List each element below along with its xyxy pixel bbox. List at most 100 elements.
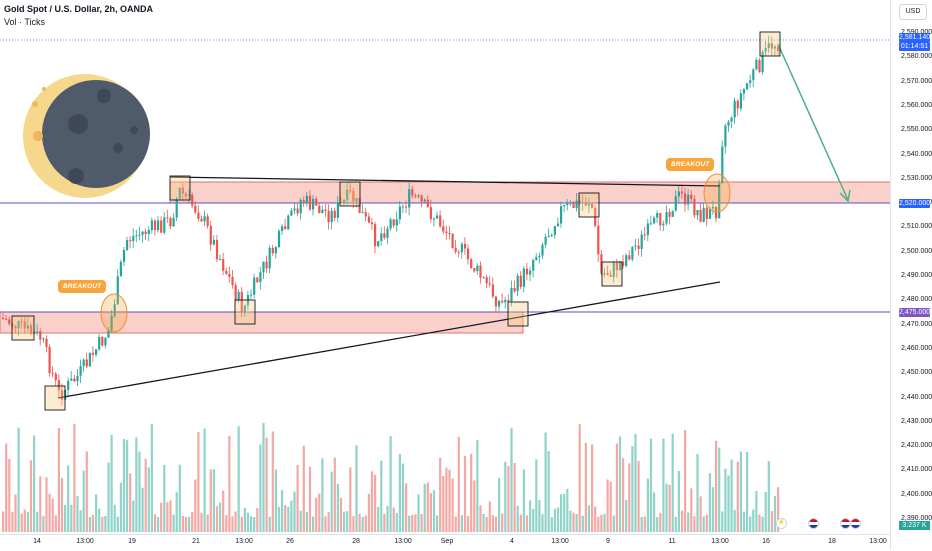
volume-bar (609, 481, 612, 532)
volume-bar (113, 504, 116, 532)
candle-body (643, 234, 646, 236)
volume-bar (653, 492, 656, 532)
volume-bar (414, 514, 417, 532)
candle-body (746, 83, 749, 90)
volume-bar (166, 502, 169, 532)
chart-area[interactable]: Gold Spot / U.S. Dollar, 2h, OANDA Vol ·… (0, 0, 890, 551)
volume-bar (513, 462, 516, 532)
candle-body (191, 194, 194, 206)
candle-body (299, 200, 302, 214)
volume-bar (51, 498, 54, 532)
candle-body (327, 210, 330, 223)
price-chart[interactable] (0, 0, 890, 534)
candle-body (377, 240, 380, 247)
volume-bar (439, 457, 442, 532)
candle-body (705, 207, 708, 219)
candle-body (364, 212, 367, 217)
volume-bar (203, 428, 206, 532)
volume-bar (467, 516, 470, 532)
trendline-bottom (57, 281, 721, 399)
volume-bar (250, 516, 253, 532)
indicator-label[interactable]: Vol · Ticks (4, 17, 46, 27)
candle-body (622, 261, 625, 266)
candle-body (656, 213, 659, 218)
price-label: 01:14:51 (899, 42, 930, 51)
volume-bar (727, 475, 730, 532)
candle-body (547, 235, 550, 237)
volume-bar (485, 516, 488, 532)
candle-body (250, 294, 253, 296)
candle-body (631, 246, 634, 260)
price-tick: 2,480.000 (901, 296, 932, 304)
candle-body (519, 275, 522, 287)
volume-bar (541, 514, 544, 532)
volume-bar (122, 439, 126, 532)
volume-bar (479, 505, 482, 532)
volume-bar (64, 504, 67, 532)
resistance-zone (169, 181, 890, 204)
candle-body (634, 245, 637, 247)
volume-bar (268, 516, 271, 532)
volume-bar (95, 494, 98, 532)
lightning-icon[interactable]: ⚡ (776, 518, 787, 529)
candle-body (476, 265, 479, 272)
candle-body (538, 255, 541, 258)
volume-bar (575, 514, 578, 532)
candle-body (563, 205, 566, 207)
currency-button[interactable]: USD (899, 4, 927, 20)
candle-body (29, 325, 33, 334)
volume-bar (358, 513, 361, 532)
volume-bar (482, 513, 485, 532)
volume-bar (677, 470, 680, 532)
flag-icon[interactable] (850, 518, 861, 529)
breakout-circle-2 (703, 173, 731, 213)
volume-bar (584, 442, 587, 532)
candle-body (439, 215, 442, 227)
volume-bar (612, 515, 615, 532)
candle-body (321, 209, 324, 214)
price-label: 2,520.000 (899, 199, 931, 208)
volume-bar (271, 431, 274, 532)
volume-bar (370, 471, 374, 532)
candle-body (132, 236, 135, 242)
candle-body (287, 215, 290, 230)
volume-bar (237, 426, 240, 532)
candle-body (141, 231, 144, 235)
candle-body (566, 203, 569, 205)
candle-body (556, 223, 560, 227)
candle-body (448, 232, 451, 234)
candle-body (491, 284, 494, 297)
candle-body (42, 338, 45, 340)
volume-bar (705, 514, 708, 532)
time-axis[interactable] (0, 534, 890, 551)
candle-body (612, 262, 615, 277)
symbol-title[interactable]: Gold Spot / U.S. Dollar, 2h, OANDA (4, 4, 154, 14)
candle-body (26, 325, 29, 329)
price-axis[interactable] (890, 0, 932, 550)
candle-body (212, 239, 215, 245)
candle-body (324, 209, 327, 211)
volume-bar (361, 516, 364, 532)
volume-bar (305, 512, 308, 532)
candle-body (432, 218, 436, 220)
candle-body (243, 305, 246, 313)
flag-icon[interactable] (808, 518, 819, 529)
price-tick: 2,500.000 (901, 247, 932, 255)
candle-body (240, 291, 243, 313)
candle-body (308, 195, 312, 210)
volume-bar (693, 516, 696, 532)
volume-bar (395, 512, 398, 532)
volume-bar (556, 507, 560, 532)
candle-body (374, 224, 377, 247)
candle-body (758, 59, 761, 73)
volume-bar (299, 510, 302, 532)
candle-body (200, 218, 203, 222)
candle-body (386, 228, 389, 238)
candle-body (234, 285, 237, 301)
volume-bar (33, 435, 36, 532)
volume-bar (277, 506, 281, 532)
volume-bar (194, 479, 197, 532)
volume-bar (209, 469, 212, 532)
candle-body (532, 260, 535, 271)
candle-body (144, 231, 147, 235)
